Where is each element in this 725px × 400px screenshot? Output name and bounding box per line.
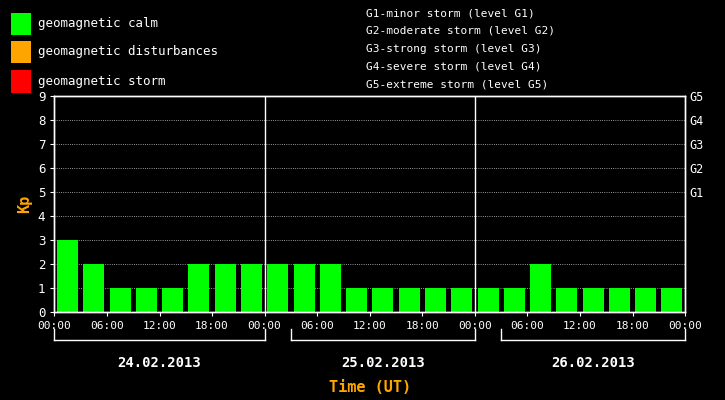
- Y-axis label: Kp: Kp: [17, 195, 33, 213]
- Bar: [609, 288, 630, 312]
- Bar: [268, 264, 289, 312]
- Bar: [241, 264, 262, 312]
- Text: G4-severe storm (level G4): G4-severe storm (level G4): [366, 61, 542, 71]
- Bar: [530, 264, 551, 312]
- Bar: [451, 288, 472, 312]
- Bar: [346, 288, 367, 312]
- Text: 24.02.2013: 24.02.2013: [117, 356, 202, 370]
- Text: geomagnetic storm: geomagnetic storm: [38, 75, 165, 88]
- Text: Time (UT): Time (UT): [328, 380, 411, 395]
- Text: G3-strong storm (level G3): G3-strong storm (level G3): [366, 44, 542, 54]
- Bar: [83, 264, 104, 312]
- Text: G5-extreme storm (level G5): G5-extreme storm (level G5): [366, 79, 548, 89]
- Bar: [294, 264, 315, 312]
- Bar: [478, 288, 499, 312]
- Bar: [215, 264, 236, 312]
- Bar: [57, 240, 78, 312]
- Text: 25.02.2013: 25.02.2013: [341, 356, 425, 370]
- Bar: [11, 70, 30, 93]
- Bar: [109, 288, 130, 312]
- Bar: [11, 13, 30, 35]
- Bar: [556, 288, 577, 312]
- Bar: [373, 288, 394, 312]
- Bar: [583, 288, 604, 312]
- Text: geomagnetic calm: geomagnetic calm: [38, 18, 158, 30]
- Bar: [162, 288, 183, 312]
- Bar: [661, 288, 682, 312]
- Text: G2-moderate storm (level G2): G2-moderate storm (level G2): [366, 26, 555, 36]
- Bar: [320, 264, 341, 312]
- Bar: [136, 288, 157, 312]
- Bar: [188, 264, 210, 312]
- Text: 26.02.2013: 26.02.2013: [551, 356, 635, 370]
- Bar: [11, 41, 30, 63]
- Bar: [399, 288, 420, 312]
- Text: geomagnetic disturbances: geomagnetic disturbances: [38, 46, 218, 58]
- Text: G1-minor storm (level G1): G1-minor storm (level G1): [366, 8, 535, 18]
- Bar: [635, 288, 656, 312]
- Bar: [504, 288, 525, 312]
- Bar: [425, 288, 446, 312]
